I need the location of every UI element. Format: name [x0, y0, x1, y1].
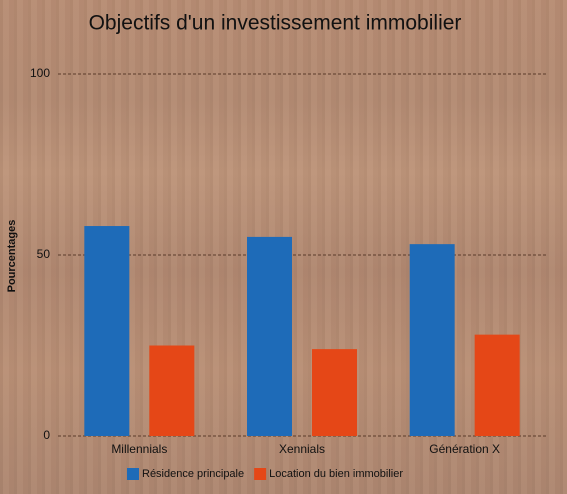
- legend-label: Location du bien immobilier: [269, 468, 403, 480]
- bar: [409, 244, 455, 436]
- y-axis-title: Pourcentages: [6, 220, 18, 293]
- legend-label: Résidence principale: [142, 468, 244, 480]
- x-tick-label: Génération X: [429, 442, 500, 456]
- x-tick-label: Xennials: [279, 442, 325, 456]
- y-tick-label: 0: [43, 428, 50, 442]
- y-tick-label: 100: [30, 66, 50, 80]
- chart-title: Objectifs d'un investissement immobilier: [89, 12, 462, 35]
- bar: [84, 226, 130, 436]
- x-tick-label: Millennials: [111, 442, 167, 456]
- bar: [149, 345, 195, 436]
- legend-swatch: [254, 468, 267, 480]
- y-tick-label: 50: [37, 247, 51, 261]
- bar: [247, 236, 292, 436]
- bar: [474, 334, 520, 436]
- legend-swatch: [127, 468, 139, 480]
- bar: [312, 349, 357, 436]
